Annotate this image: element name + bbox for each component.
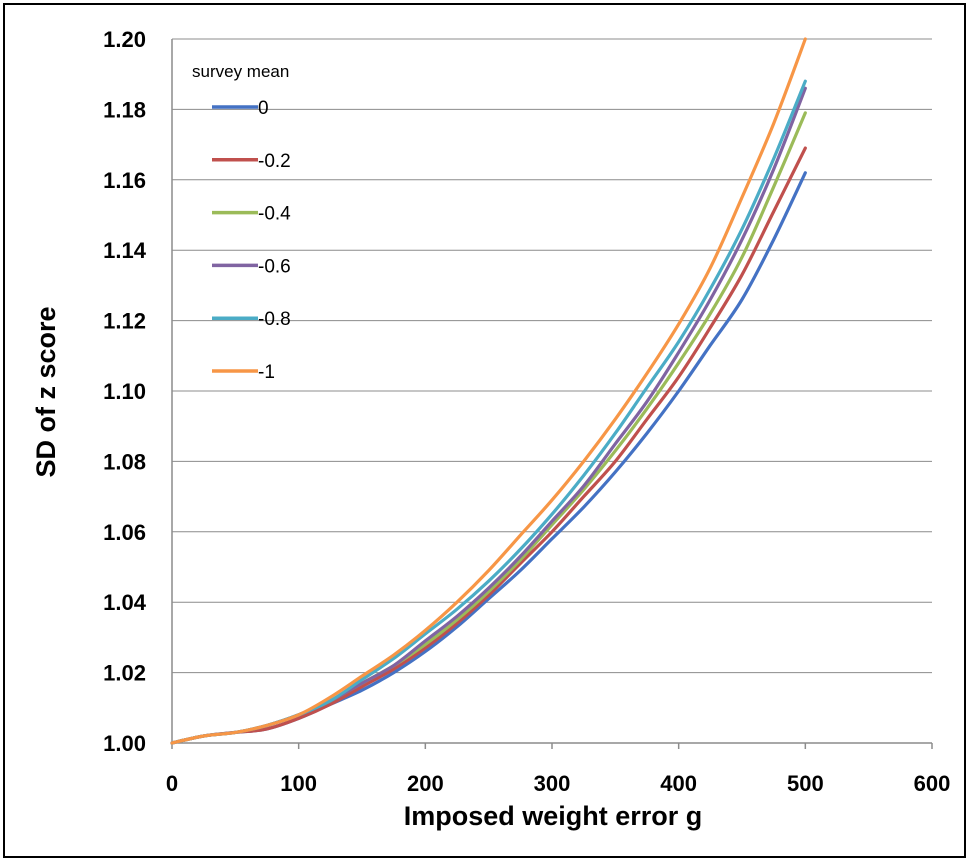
y-tick-label: 1.04 [103, 590, 147, 615]
y-tick-label: 1.16 [103, 168, 146, 193]
x-tick-label: 300 [534, 771, 571, 796]
legend-label: -0.4 [258, 204, 291, 225]
y-tick-label: 1.18 [103, 97, 146, 122]
y-tick-label: 1.12 [103, 309, 146, 334]
y-axis-title: SD of z score [31, 306, 61, 477]
x-tick-label: 200 [407, 771, 444, 796]
legend-label: -0.2 [258, 151, 291, 172]
legend-label: -0.8 [258, 309, 291, 330]
x-tick-label: 0 [166, 771, 178, 796]
x-tick-labels: 0 100 200 300 400 500 600 [166, 771, 950, 796]
series-line-5 [170, 37, 807, 745]
series-lines [170, 37, 807, 745]
legend-label: 0 [258, 98, 269, 119]
x-tick-label: 500 [787, 771, 824, 796]
legend-label: -0.6 [258, 256, 291, 277]
legend: survey mean 0 -0.2 -0.4 -0.6 -0.8 -1 [192, 62, 291, 383]
y-tick-label: 1.02 [103, 661, 146, 686]
legend-label: -1 [258, 362, 275, 383]
x-tick-label: 600 [914, 771, 951, 796]
y-tick-label: 1.06 [103, 520, 146, 545]
series-line-4 [170, 79, 807, 745]
legend-title: survey mean [192, 62, 289, 81]
x-axis-title: Imposed weight error g [404, 801, 703, 831]
gridlines [172, 38, 932, 674]
y-tick-label: 1.00 [103, 731, 146, 756]
y-tick-label: 1.08 [103, 449, 146, 474]
series-line-3 [170, 86, 807, 745]
series-line-1 [170, 146, 807, 745]
y-tick-label: 1.20 [103, 27, 146, 52]
axes [171, 39, 933, 749]
x-tick-label: 400 [660, 771, 697, 796]
chart-frame [3, 3, 966, 858]
y-tick-labels: 1.00 1.02 1.04 1.06 1.08 1.10 1.12 1.14 1.16 1.18… [103, 27, 147, 756]
y-tick-label: 1.14 [103, 238, 147, 263]
x-tick-label: 100 [280, 771, 317, 796]
y-tick-label: 1.10 [103, 379, 146, 404]
